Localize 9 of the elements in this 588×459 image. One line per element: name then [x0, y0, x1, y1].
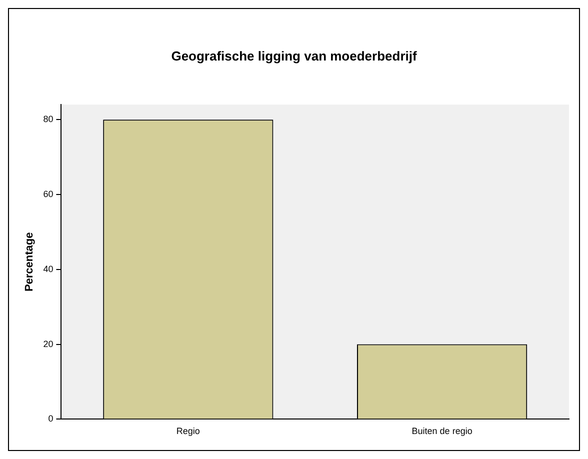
y-tick-label: 0 [48, 414, 54, 424]
x-tick-label: Regio [176, 426, 200, 436]
y-axis-title: Percentage [24, 232, 36, 292]
y-tick-label: 80 [43, 114, 54, 124]
x-tick-label: Buiten de regio [412, 426, 472, 436]
y-tick-label: 60 [43, 188, 54, 199]
y-tick-label: 40 [43, 264, 54, 274]
y-tick-label: 20 [43, 338, 54, 349]
chart-title: Geografische ligging van moederbedrijf [171, 48, 418, 64]
